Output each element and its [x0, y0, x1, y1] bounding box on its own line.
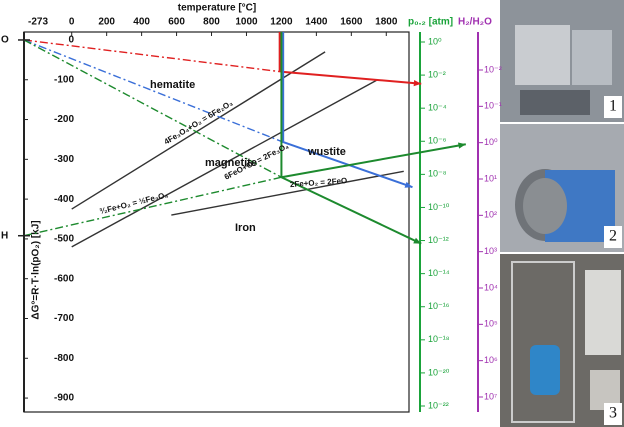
- h2-tick-label: 10³: [484, 246, 497, 256]
- x-tick-label: 200: [98, 17, 115, 28]
- figure: temperature [°C] ΔG°=R·T·ln(pO₂) [kJ] p₀…: [0, 0, 624, 427]
- po2-tick-label: 10⁻¹⁴: [428, 268, 450, 278]
- photo-label: 2: [609, 228, 617, 245]
- x-tick-label: 600: [168, 17, 185, 28]
- y-tick-label: -600: [54, 273, 74, 284]
- h2-tick-label: 10⁰: [484, 137, 498, 147]
- h2-tick-label: 10¹: [484, 173, 497, 183]
- po2-tick-label: 10⁻⁶: [428, 136, 447, 146]
- annotation: Iron: [235, 222, 256, 234]
- annotation: wustite: [307, 146, 346, 158]
- y-tick-label: -100: [54, 74, 74, 85]
- arrow-head: [458, 142, 466, 148]
- x-tick-label: 1800: [375, 17, 398, 28]
- po2-tick-label: 10⁻¹⁶: [428, 301, 450, 311]
- x-tick-label: 400: [133, 17, 150, 28]
- x-tick-label: 1400: [305, 17, 328, 28]
- x-tick-label: 1200: [270, 17, 293, 28]
- photo-shape: [523, 178, 567, 234]
- h2-tick-label: 10⁻¹: [484, 101, 502, 111]
- photo-shape: [530, 345, 560, 395]
- photos: [500, 0, 624, 427]
- po2-tick-label: 10⁰: [428, 36, 442, 46]
- h2-tick-label: 10⁻²: [484, 64, 502, 74]
- annotation: hematite: [150, 79, 195, 91]
- y-tick-label: -700: [54, 313, 74, 324]
- x-tick-label: 1000: [235, 17, 258, 28]
- x-tick-label: -273: [28, 17, 48, 28]
- x-tick-label: 800: [203, 17, 220, 28]
- h2-axis-title: H₂/H₂O: [458, 17, 492, 28]
- photo-shape: [585, 270, 621, 355]
- po2-tick-label: 10⁻²²: [428, 400, 449, 410]
- y-tick-label: -900: [54, 393, 74, 404]
- h2-tick-label: 10⁷: [484, 391, 497, 401]
- y-axis-title: ΔG°=R·T·ln(pO₂) [kJ]: [31, 220, 42, 319]
- y-tick-label: -400: [54, 194, 74, 205]
- photo-shape: [520, 90, 590, 115]
- po2-tick-label: 10⁻¹²: [428, 235, 449, 245]
- y-tick-label: -800: [54, 353, 74, 364]
- left-marker: O: [1, 35, 9, 46]
- po2-tick-label: 10⁻¹⁸: [428, 334, 450, 344]
- po2-tick-label: 10⁻¹⁰: [428, 202, 450, 212]
- x-tick-label: 1600: [340, 17, 363, 28]
- photo-label: 1: [609, 98, 617, 115]
- left-marker: H: [1, 230, 8, 241]
- photo-label: 3: [609, 405, 617, 422]
- y-tick-label: -300: [54, 154, 74, 165]
- po2-tick-label: 10⁻⁴: [428, 103, 447, 113]
- h2-tick-label: 10⁵: [484, 319, 498, 329]
- x-axis-title: temperature [°C]: [178, 3, 256, 14]
- h2-tick-label: 10²: [484, 210, 497, 220]
- x-tick-label: 0: [69, 17, 75, 28]
- po2-tick-label: 10⁻⁸: [428, 169, 447, 179]
- photo-shape: [572, 30, 612, 85]
- y-tick-label: -200: [54, 114, 74, 125]
- po2-tick-label: 10⁻²: [428, 69, 446, 79]
- y-tick-label: 0: [68, 35, 74, 46]
- h2-tick-label: 10⁶: [484, 355, 498, 365]
- po2-axis-title: p₀.₂ [atm]: [408, 17, 453, 28]
- photo-shape: [515, 25, 570, 85]
- po2-tick-label: 10⁻²⁰: [428, 367, 450, 377]
- h2-tick-label: 10⁴: [484, 282, 498, 292]
- y-tick-label: -500: [54, 234, 74, 245]
